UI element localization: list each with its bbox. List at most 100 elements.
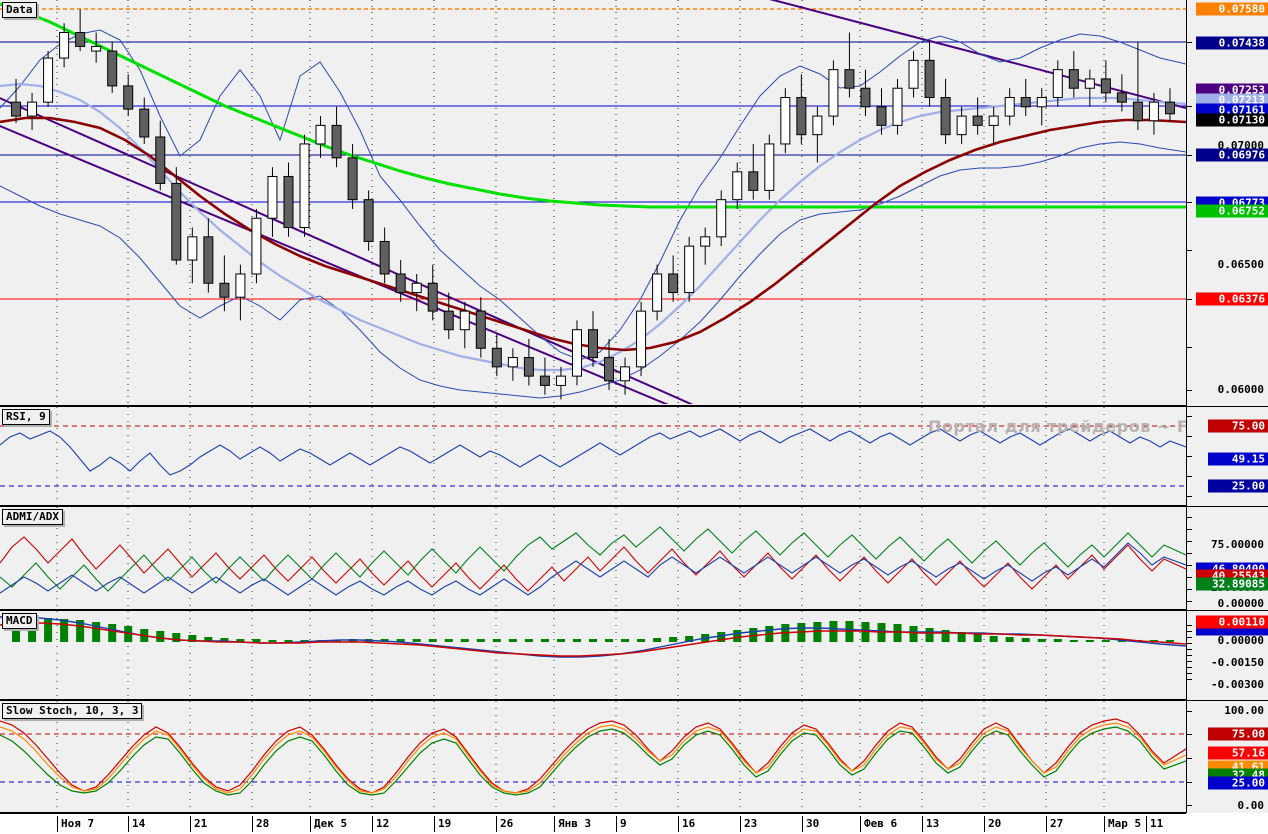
macd-histogram-bar bbox=[685, 636, 694, 642]
candle-body bbox=[507, 357, 518, 368]
candle-body bbox=[748, 171, 759, 191]
price-tag-07130: 0.07130 bbox=[1196, 113, 1268, 127]
x-axis[interactable]: Ноя 7 14 21 28 Дек 5 12 19 26 Янв 3 9 16 23 30 Фев 6 1… bbox=[0, 812, 1186, 834]
candle-body bbox=[1068, 69, 1079, 89]
macd-histogram-bar bbox=[605, 639, 614, 642]
price-tag-07213: 0.07213 bbox=[1196, 93, 1268, 107]
x-axis-label: 13 bbox=[922, 816, 939, 832]
macd-histogram-bar bbox=[1085, 640, 1094, 642]
macd-histogram-bar bbox=[396, 639, 405, 642]
rsi-plot-area[interactable]: RSI, 9 Портал для трейдеров ~ ForTrader bbox=[0, 407, 1186, 505]
macd-histogram-bar bbox=[492, 639, 501, 642]
stoch-svg bbox=[0, 701, 1186, 811]
macd-histogram-bar bbox=[44, 618, 53, 642]
x-axis-label: 12 bbox=[372, 816, 389, 832]
macd-plot-area[interactable]: MACD bbox=[0, 611, 1186, 699]
candle-body bbox=[1100, 78, 1111, 94]
candle-body bbox=[940, 97, 951, 136]
stoch-axis[interactable]: 100.00 0.00 75.00 57.16 41.61 32.48 25.0… bbox=[1186, 701, 1268, 813]
candle-body bbox=[491, 347, 502, 368]
macd-histogram-bar bbox=[524, 639, 533, 642]
candle-body bbox=[716, 199, 727, 238]
macd-tick-neg300: -0.00300 bbox=[1211, 678, 1264, 691]
candle-body bbox=[812, 115, 823, 136]
macd-histogram-bar bbox=[508, 639, 517, 642]
macd-tick-neg150: -0.00150 bbox=[1211, 656, 1264, 669]
x-axis-label: Дек 5 bbox=[310, 816, 347, 832]
macd-histogram-bar bbox=[941, 630, 950, 642]
watermark-text: Портал для трейдеров ~ ForTrader bbox=[928, 417, 1186, 436]
candle-body bbox=[1116, 92, 1127, 103]
candle-body bbox=[11, 101, 22, 117]
macd-histogram-bar bbox=[572, 639, 581, 642]
stoch-plot-area[interactable]: Slow Stoch, 10, 3, 3 bbox=[0, 701, 1186, 812]
x-axis-label: 23 bbox=[740, 816, 757, 832]
stoch-tick-0: 0.00 bbox=[1237, 799, 1265, 812]
candle-body bbox=[571, 329, 582, 377]
candle-body bbox=[123, 85, 134, 110]
stoch-green-line bbox=[0, 726, 1186, 796]
macd-histogram-bar bbox=[589, 639, 597, 642]
candle-body bbox=[267, 175, 278, 219]
stoch-panel-title: Slow Stoch, 10, 3, 3 bbox=[2, 703, 143, 719]
macd-histogram-bar bbox=[12, 616, 21, 642]
adx-tag-plus-di: 32.89085 bbox=[1196, 577, 1268, 591]
stoch-k-red bbox=[0, 718, 1186, 794]
macd-histogram-bar bbox=[284, 640, 293, 642]
macd-histogram-bar bbox=[733, 630, 742, 642]
price-tag-07580: 0.07580 bbox=[1196, 2, 1268, 16]
candle-body bbox=[764, 143, 775, 191]
candle-body bbox=[315, 124, 326, 145]
candle-body bbox=[876, 106, 887, 126]
candle-body bbox=[155, 136, 166, 184]
macd-histogram-bar bbox=[1069, 640, 1078, 642]
price-axis[interactable]: 0.07500 0.07000 0.06500 0.06000 0.07580 … bbox=[1186, 0, 1268, 406]
candle-body bbox=[235, 273, 246, 298]
price-plot-area[interactable]: Data bbox=[0, 0, 1186, 405]
macd-tick-0: 0.00000 bbox=[1217, 634, 1264, 647]
adx-axis[interactable]: 75.00000 25.00000 0.00000 46.80400 40.25… bbox=[1186, 507, 1268, 611]
stoch-tick-100: 100.00 bbox=[1224, 704, 1264, 717]
candle-body bbox=[539, 375, 550, 386]
ma-green bbox=[0, 2, 1186, 209]
macd-histogram-bar bbox=[188, 635, 197, 642]
candle-body bbox=[171, 182, 182, 261]
candle-body bbox=[555, 375, 566, 386]
trendline-1 bbox=[0, 97, 694, 404]
candle-body bbox=[908, 59, 919, 89]
x-axis-label: Ноя 7 bbox=[57, 816, 94, 832]
bollinger-lower bbox=[0, 141, 1186, 399]
rsi-line bbox=[0, 428, 1186, 476]
rsi-axis[interactable]: 75.00 49.15 25.00 bbox=[1186, 407, 1268, 507]
price-tag-06752: 0.06752 bbox=[1196, 204, 1268, 218]
macd-histogram-bar bbox=[76, 620, 85, 642]
adx-plot-area[interactable]: ADMI/ADX bbox=[0, 507, 1186, 609]
candle-body bbox=[844, 69, 855, 89]
macd-signal-line bbox=[0, 622, 1186, 657]
macd-panel: MACD 0.00000 -0.00150 -0.00300 0.00110 bbox=[0, 610, 1268, 701]
ma-lightblue bbox=[0, 82, 1186, 372]
candle-body bbox=[988, 115, 999, 126]
candle-body bbox=[828, 69, 839, 117]
macd-histogram-bar bbox=[476, 639, 485, 642]
candle-body bbox=[1052, 69, 1063, 99]
macd-histogram-bar bbox=[300, 640, 309, 642]
candle-body bbox=[588, 329, 598, 359]
x-axis-label: Фев 6 bbox=[860, 816, 897, 832]
candle-body bbox=[107, 50, 118, 87]
adx-panel: ADMI/ADX 75.00000 25.00000 0.00000 46.80… bbox=[0, 506, 1268, 611]
stoch-tag-25: 25.00 bbox=[1208, 776, 1268, 790]
candle-body bbox=[860, 87, 871, 108]
macd-histogram-bar bbox=[236, 639, 245, 642]
macd-axis[interactable]: 0.00000 -0.00150 -0.00300 0.00110 bbox=[1186, 611, 1268, 701]
macd-histogram-bar bbox=[1053, 639, 1062, 642]
adx-tick-0: 0.00000 bbox=[1217, 597, 1264, 610]
macd-histogram-bar bbox=[973, 634, 982, 642]
candle-body bbox=[972, 115, 983, 126]
price-svg bbox=[0, 0, 1186, 404]
macd-histogram-bar bbox=[556, 639, 565, 642]
macd-histogram-bar bbox=[108, 624, 117, 642]
macd-histogram-bar bbox=[380, 639, 389, 642]
price-panel-title: Data bbox=[2, 2, 37, 18]
